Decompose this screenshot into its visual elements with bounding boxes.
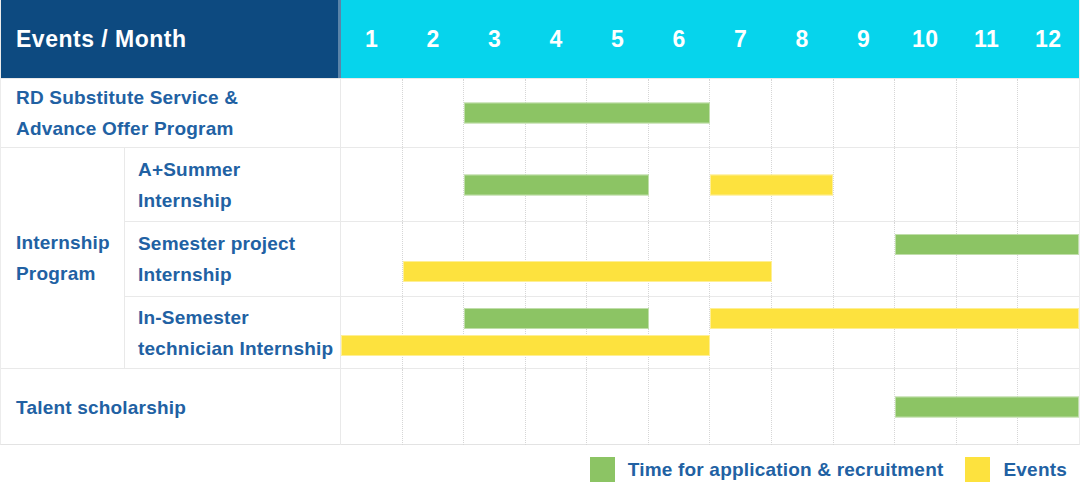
timeline-cell [341,222,1079,296]
timeline-cell [341,79,1079,147]
month-gridline-column [1017,148,1079,221]
application-recruitment-bar [464,103,710,124]
month-gridline-column [648,369,710,445]
row-label-line: A+Summer [138,154,340,185]
month-gridline-column [648,222,710,296]
row-label-line: Internship [138,185,340,216]
month-gridline-column [402,297,464,368]
month-label: 8 [772,26,834,53]
application-recruitment-bar [895,234,1080,255]
row-label-in-semester: In-Semester technician Internship [125,297,341,368]
month-label: 4 [526,26,588,53]
month-gridline-column [341,369,402,445]
month-gridline-column [402,222,464,296]
month-gridline-column [341,222,402,296]
month-gridline-column [709,79,771,147]
month-gridline-column [956,148,1018,221]
header-title: Events / Month [16,26,187,53]
header-row: Events / Month 123456789101112 [1,0,1079,78]
table-row-talent-scholarship: Talent scholarship [1,368,1079,445]
event-bar [710,174,833,195]
month-label: 7 [710,26,772,53]
legend-swatch-green [590,457,615,482]
month-gridline-column [463,369,525,445]
month-label: 1 [341,26,403,53]
month-gridline-column [648,297,710,368]
month-label: 5 [587,26,649,53]
month-gridline-column [833,148,895,221]
month-gridline-column [771,79,833,147]
application-recruitment-bar [464,174,649,195]
gantt-infographic: Events / Month 123456789101112 RD Substi… [0,0,1080,494]
month-gridline-column [586,369,648,445]
month-gridline-column [402,79,464,147]
legend-item-events: Events [965,457,1067,482]
month-gridline-column [833,222,895,296]
month-gridline-column [341,297,402,368]
month-header-strip: 123456789101112 [341,0,1079,78]
month-gridline-column [402,148,464,221]
row-label-line: Semester project [138,228,340,259]
legend: Time for application & recruitment Event… [0,445,1080,494]
month-gridline-column [525,222,587,296]
row-label-line: Talent scholarship [16,392,340,423]
application-recruitment-bar [464,308,649,329]
timeline-cell [341,369,1079,445]
legend-item-application: Time for application & recruitment [590,457,944,482]
month-gridline-column [956,79,1018,147]
timeline-cell [341,297,1079,368]
month-gridline-column [586,222,648,296]
row-label-semester-project: Semester project Internship [125,222,341,296]
month-gridline-column [341,79,402,147]
internship-program-group: Internship Program A+Summer Internship S… [1,147,1079,368]
group-label-internship-program: Internship Program [1,148,125,368]
month-gridline-column [771,222,833,296]
group-label-line: Program [16,258,124,289]
timeline-cell [341,148,1079,221]
month-gridline-column [894,79,956,147]
month-label: 3 [464,26,526,53]
table-row-semester-project: Semester project Internship [125,221,1079,296]
month-gridline-column [709,222,771,296]
events-month-header-cell: Events / Month [1,0,341,78]
month-gridline-column [525,369,587,445]
table-row-in-semester: In-Semester technician Internship [125,296,1079,368]
month-label: 9 [833,26,895,53]
row-label-a-summer: A+Summer Internship [125,148,341,221]
month-gridline-column [709,369,771,445]
group-rows: A+Summer Internship Semester project Int… [125,148,1079,368]
legend-label-application: Time for application & recruitment [628,459,944,481]
row-label-line: RD Substitute Service & [16,82,340,113]
month-gridline-column [463,222,525,296]
row-label-line: Advance Offer Program [16,113,340,144]
row-label-talent-scholarship: Talent scholarship [1,369,341,445]
month-gridline-column [833,369,895,445]
month-gridline-column [771,369,833,445]
application-recruitment-bar [895,397,1080,418]
legend-label-events: Events [1003,459,1067,481]
event-bar [710,308,1079,329]
group-label-line: Internship [16,227,124,258]
month-gridline-column [1017,79,1079,147]
event-bar [403,261,772,282]
month-gridline-column [894,148,956,221]
month-label: 12 [1018,26,1080,53]
month-label: 6 [649,26,711,53]
events-month-table: Events / Month 123456789101112 RD Substi… [0,0,1080,445]
event-bar [341,335,710,356]
month-gridline-column [833,79,895,147]
month-gridline-column [341,148,402,221]
month-gridline-column [402,369,464,445]
row-label-line: Internship [138,259,340,290]
month-label: 10 [895,26,957,53]
row-label-line: In-Semester [138,302,340,333]
row-label-line: technician Internship [138,333,340,364]
legend-swatch-yellow [965,457,990,482]
month-gridline-column [648,148,710,221]
month-label: 2 [403,26,465,53]
table-row-a-summer: A+Summer Internship [125,148,1079,221]
month-label: 11 [956,26,1018,53]
table-row-rd-substitute: RD Substitute Service & Advance Offer Pr… [1,78,1079,147]
row-label-rd-substitute: RD Substitute Service & Advance Offer Pr… [1,79,341,147]
